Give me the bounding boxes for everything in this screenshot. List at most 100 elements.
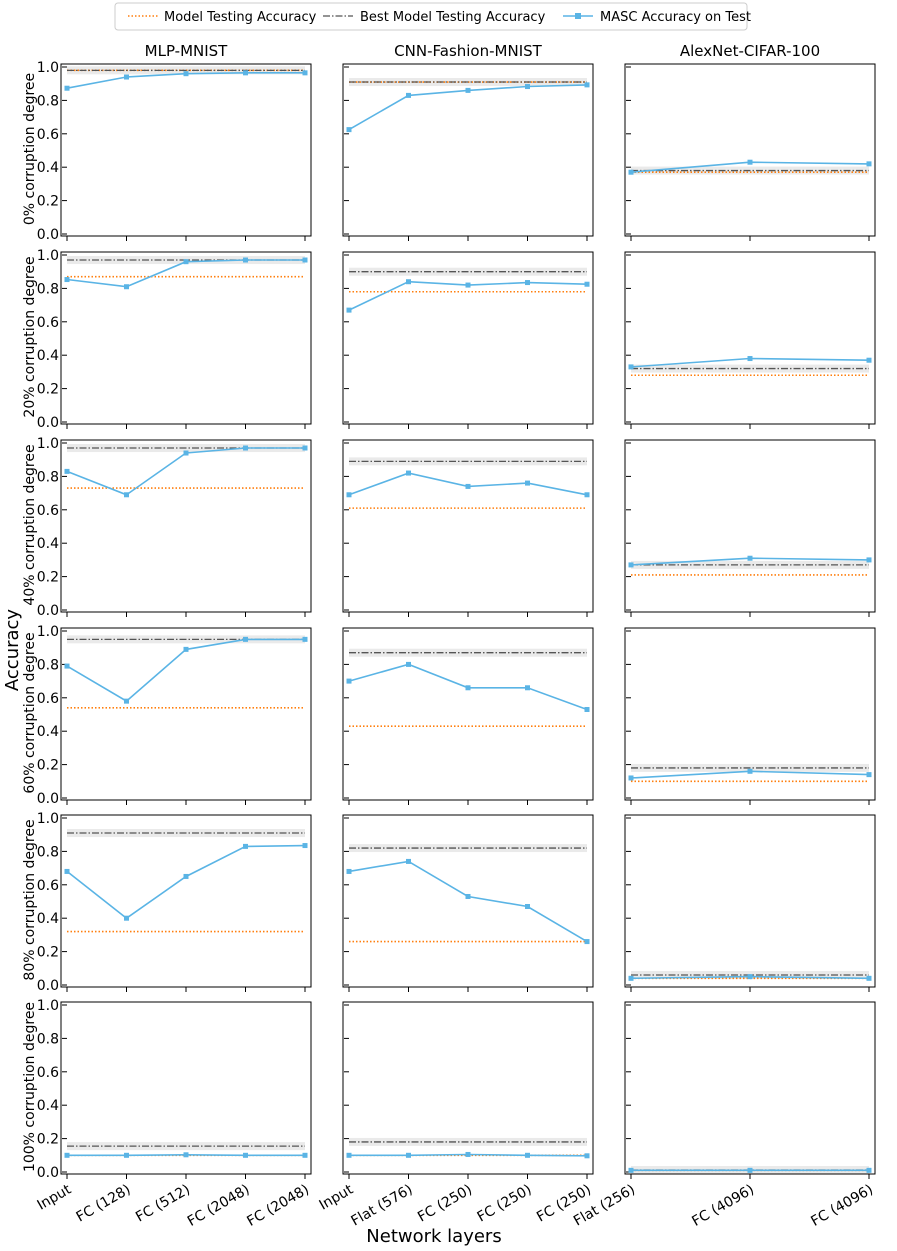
y-tick-label: 0.2: [37, 758, 59, 774]
masc-point: [302, 636, 308, 642]
x-tick-label: FC (4096): [808, 1182, 876, 1230]
masc-point: [525, 280, 530, 286]
y-axis-label: Accuracy: [2, 609, 23, 692]
row-label: 20% corruption degree: [22, 256, 38, 417]
subplot-2-0: AlexNet-CIFAR-100: [624, 42, 876, 241]
masc-point: [628, 169, 634, 175]
x-tick-label: FC (2048): [185, 1182, 253, 1230]
masc-point: [243, 636, 248, 642]
subplot-frame: [342, 63, 594, 237]
subplot-0-4: 0.0 0.2 0.4 0.6 0.8 1.080% corruption degree: [22, 811, 312, 994]
subplot-frame: [60, 63, 312, 237]
masc-point: [465, 282, 471, 288]
y-tick-label: 0.6: [37, 503, 59, 519]
subplot-frame: [60, 627, 312, 801]
row-label: 40% corruption degree: [22, 444, 38, 605]
masc-point: [465, 893, 471, 899]
masc-point: [628, 1167, 634, 1173]
masc-point: [346, 868, 352, 874]
x-tick-label: Input: [35, 1181, 75, 1213]
y-tick-label: 0.8: [37, 1031, 59, 1047]
masc-point: [866, 772, 872, 778]
masc-point: [866, 1167, 872, 1173]
masc-point: [628, 562, 634, 568]
subplot-frame: [624, 251, 876, 425]
masc-point: [406, 470, 411, 476]
y-tick-label: 0.0: [37, 227, 59, 243]
y-tick-label: 1.0: [37, 60, 59, 76]
x-tick-label: FC (250): [415, 1182, 475, 1226]
x-tick-label: FC (512): [133, 1182, 193, 1226]
masc-point: [124, 1152, 129, 1158]
subplot-frame: [342, 814, 594, 988]
subplot-frame: [342, 439, 594, 613]
legend-frame: [114, 2, 748, 31]
subplot-frame: [624, 1001, 876, 1175]
y-tick-label: 0.0: [37, 791, 59, 807]
masc-point: [124, 698, 129, 704]
legend-best-label: Best Model Testing Accuracy: [360, 10, 546, 25]
y-tick-label: 1.0: [37, 998, 59, 1014]
masc-point: [584, 281, 590, 287]
masc-point: [124, 74, 129, 80]
y-tick-label: 1.0: [37, 248, 59, 264]
masc-point: [465, 483, 471, 489]
subplot-frame: [60, 439, 312, 613]
masc-point: [243, 843, 248, 849]
y-tick-label: 0.0: [37, 603, 59, 619]
y-tick-label: 0.4: [37, 160, 59, 176]
masc-point: [346, 127, 352, 133]
subplot-frame: [342, 251, 594, 425]
subplot-1-0: CNN-Fashion-MNIST: [342, 42, 594, 241]
masc-point: [243, 445, 248, 451]
masc-point: [584, 1153, 590, 1159]
masc-point: [183, 259, 189, 265]
masc-point: [346, 492, 352, 498]
masc-point: [346, 678, 352, 684]
row-label: 100% corruption degree: [22, 1002, 38, 1172]
masc-point: [525, 685, 530, 691]
y-tick-label: 0.6: [37, 1065, 59, 1081]
masc-point: [64, 868, 70, 874]
masc-point: [124, 915, 129, 921]
subplot-frame: [342, 627, 594, 801]
masc-point: [525, 1152, 530, 1158]
y-tick-label: 0.4: [37, 536, 59, 552]
masc-point: [64, 277, 70, 283]
masc-point: [747, 356, 753, 362]
subplot-0-2: 0.0 0.2 0.4 0.6 0.8 1.040% corruption degree: [22, 436, 312, 619]
y-tick-label: 0.6: [37, 691, 59, 707]
masc-point: [465, 685, 471, 691]
y-tick-label: 0.6: [37, 315, 59, 331]
masc-accuracy-line: [66, 844, 306, 920]
masc-point: [465, 87, 471, 93]
masc-point: [525, 904, 530, 910]
y-tick-label: 0.2: [37, 382, 59, 398]
y-tick-label: 1.0: [37, 436, 59, 452]
subplot-grid: 0.00.20.40.60.81.00% corruption degreeML…: [22, 42, 876, 1230]
y-tick-label: 0.0: [37, 978, 59, 994]
subplot-2-1: [624, 251, 876, 429]
legend-masc-marker: [575, 13, 581, 19]
subplot-frame: [60, 1001, 312, 1175]
masc-point: [124, 492, 129, 498]
x-tick-label: FC (128): [74, 1182, 134, 1226]
masc-point: [183, 646, 189, 652]
subplot-frame: [624, 439, 876, 613]
x-tick-label: Input: [317, 1181, 357, 1213]
masc-point: [302, 445, 308, 451]
masc-point: [747, 974, 753, 980]
masc-point: [124, 284, 129, 290]
y-tick-label: 0.8: [37, 281, 59, 297]
masc-point: [302, 257, 308, 263]
y-tick-label: 1.0: [37, 811, 59, 827]
masc-point: [302, 843, 308, 849]
masc-point: [525, 84, 530, 90]
y-tick-label: 0.6: [37, 878, 59, 894]
masc-point: [346, 1152, 352, 1158]
y-tick-label: 0.4: [37, 348, 59, 364]
x-tick-label: FC (4096): [689, 1182, 757, 1230]
masc-point: [64, 1152, 70, 1158]
